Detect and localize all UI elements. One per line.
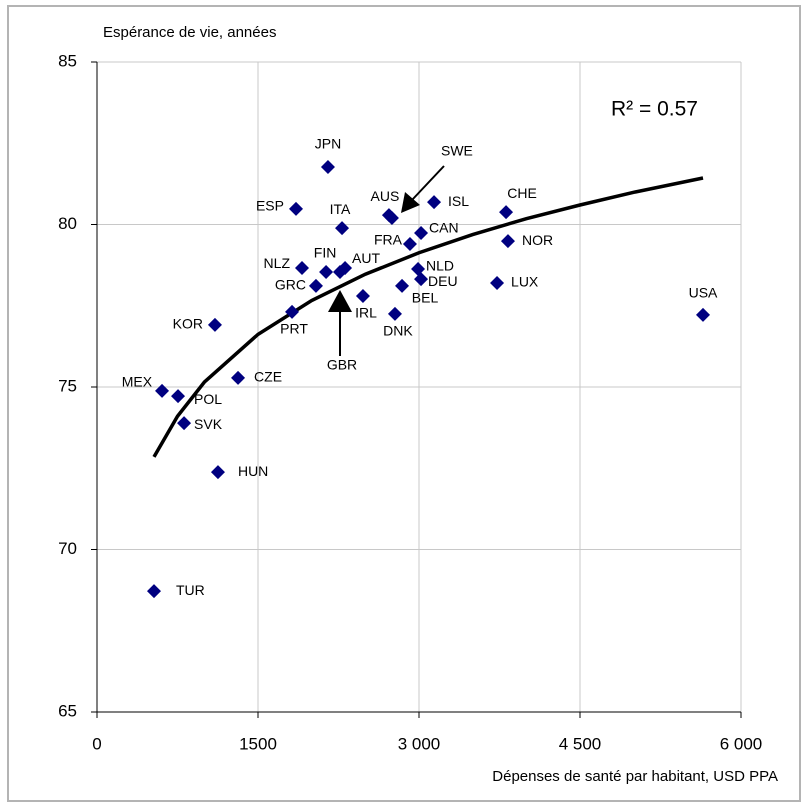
point	[411, 262, 426, 277]
x-tick-label: 3 000	[398, 734, 441, 753]
point-label: NLD	[426, 258, 454, 274]
point	[231, 370, 246, 385]
arrow-head	[401, 192, 420, 213]
point	[427, 195, 442, 210]
point-label: CAN	[429, 220, 459, 236]
point-label: IRL	[355, 305, 377, 321]
x-tick-label: 4 500	[559, 734, 602, 753]
point	[146, 584, 161, 599]
y-tick-label: 80	[58, 214, 77, 233]
point	[288, 201, 303, 216]
point-label: DEU	[428, 273, 458, 289]
point-label: ITA	[330, 201, 351, 217]
point	[384, 211, 399, 225]
point	[335, 221, 350, 236]
x-tick-label: 1500	[239, 734, 277, 753]
point-label: HUN	[238, 463, 268, 479]
point	[355, 289, 370, 303]
point-label: SWE	[441, 143, 473, 159]
point-label: NLZ	[264, 255, 291, 271]
point	[414, 272, 429, 287]
point-label: AUT	[352, 250, 380, 266]
r2-annotation: R² = 0.57	[611, 98, 698, 121]
x-tick-label: 6 000	[720, 734, 763, 753]
chart-title: Espérance de vie, années	[103, 24, 276, 41]
point	[402, 237, 417, 251]
y-tick-label: 65	[58, 701, 77, 720]
arrow	[411, 165, 445, 201]
point-label: CHE	[507, 185, 537, 201]
point	[285, 304, 300, 319]
point	[207, 317, 222, 332]
point-label: BEL	[412, 290, 439, 306]
point-label: USA	[689, 285, 718, 301]
point	[210, 465, 225, 480]
point-label: DNK	[383, 323, 413, 339]
y-tick-label: 70	[58, 539, 77, 558]
point-label: POL	[194, 391, 222, 407]
point-label: TUR	[176, 582, 205, 598]
point-label: ISL	[448, 193, 469, 209]
point-label: CZE	[254, 369, 282, 385]
point	[490, 276, 505, 290]
point-label: SVK	[194, 416, 223, 432]
point	[295, 261, 310, 276]
arrows	[328, 165, 445, 356]
point	[319, 264, 334, 279]
point-label: JPN	[315, 136, 341, 152]
point-label: AUS	[371, 188, 400, 204]
grid	[96, 61, 742, 713]
y-tick-label: 85	[58, 51, 77, 70]
point	[696, 307, 711, 322]
point-label: FRA	[374, 232, 403, 248]
point	[500, 234, 515, 249]
x-axis-label: Dépenses de santé par habitant, USD PPA	[492, 768, 778, 785]
point	[171, 389, 186, 404]
x-tick-label: 0	[92, 734, 101, 753]
arrow-head	[328, 290, 352, 312]
y-tick-label: 75	[58, 376, 77, 395]
point	[387, 306, 402, 321]
point-label: MEX	[122, 374, 153, 390]
point	[320, 159, 335, 174]
point	[499, 205, 514, 220]
point	[414, 225, 429, 240]
point	[333, 264, 348, 279]
point-label: LUX	[511, 274, 539, 290]
point-label: KOR	[173, 316, 203, 332]
point	[308, 278, 323, 293]
point	[177, 416, 192, 431]
point-label: ESP	[256, 198, 284, 214]
point-label: GBR	[327, 357, 357, 373]
point-label: GRC	[275, 277, 306, 293]
point-label: FIN	[314, 245, 337, 261]
point	[395, 278, 410, 293]
point-label: PRT	[280, 321, 308, 337]
trendline	[152, 176, 704, 458]
point	[155, 383, 170, 398]
point-label: NOR	[522, 232, 553, 248]
frame	[7, 5, 801, 802]
